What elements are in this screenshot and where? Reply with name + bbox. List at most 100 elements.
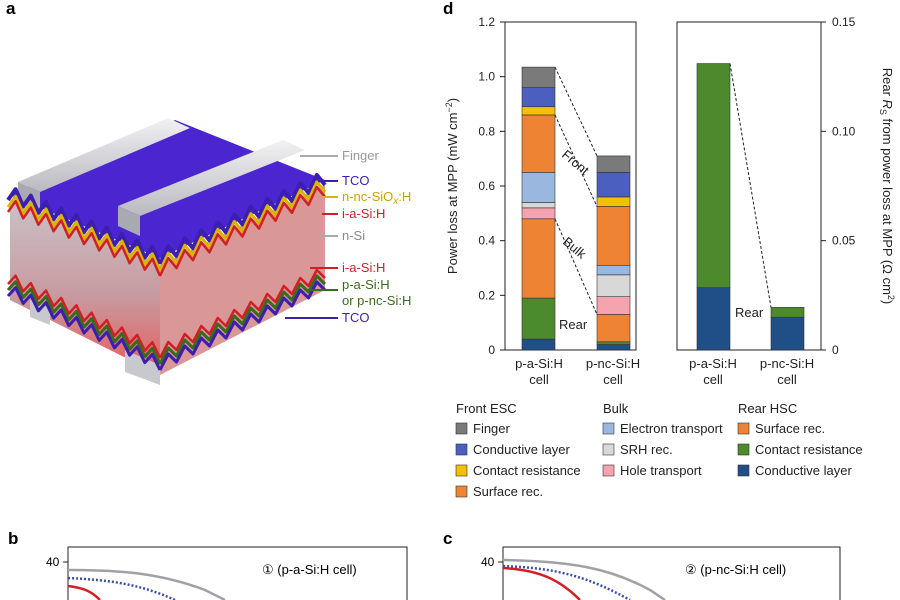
legend: Front ESC Bulk Rear HSC Finger Conductive… [455, 401, 863, 499]
label-n-nc-sioxh-x: x [392, 196, 399, 207]
bar-p-nc-segment-front_contact [596, 196, 631, 207]
panel-c-frame [502, 546, 841, 600]
label-n-nc-sioxh-1: n-nc-SiO [342, 189, 393, 204]
bar-p-a-segment-hole [521, 207, 556, 220]
label-tco-top: TCO [342, 173, 369, 188]
legend-swatch-hole [602, 464, 615, 477]
bar-p-a-segment-front_conductive [521, 87, 556, 108]
bar-p-a-segment-surface_rec [521, 114, 556, 173]
legend-label: Contact resistance [755, 442, 863, 457]
annotation-rear-left: Rear [559, 317, 588, 332]
plot-right-frame [676, 21, 822, 351]
tco-top-zigzag-front [6, 187, 162, 265]
panel-b-ytick-40: 40 [46, 555, 60, 569]
panel-c-ytick-40: 40 [481, 555, 495, 569]
legend-swatch-surface_rec [455, 485, 468, 498]
i-si-bottom-zigzag-front [7, 274, 162, 359]
panel-d-letter: d [443, 0, 453, 18]
annotation-rear-right: Rear [735, 305, 764, 320]
bar-p-a-segment-finger [521, 66, 556, 88]
legend-bulk-title: Bulk [603, 401, 629, 416]
left-tick-label: 0.2 [478, 288, 495, 302]
legend-swatch-front_contact [455, 464, 468, 477]
connector-dashed-line [554, 66, 598, 157]
label-i-a-sih-bottom: i-a-Si:H [342, 260, 385, 275]
p-si-zigzag-front [6, 280, 162, 365]
label-n-nc-sioxh-2: :H [398, 189, 411, 204]
bar-p-nc-segment-electron [596, 264, 631, 276]
annotation-bulk: Bulk [560, 234, 589, 262]
legend-swatch-rear_conductive [737, 464, 750, 477]
connector-dashed-line [554, 114, 598, 207]
bar-p-nc-segment-front_conductive [596, 172, 631, 198]
cat-left-pnc-2: cell [603, 372, 623, 387]
cat-left-pa: p-a-Si:H [515, 356, 563, 371]
tco-top-zigzag-side [158, 172, 327, 265]
panel-c-label: ② (p-nc-Si:H cell) [685, 562, 786, 577]
left-tick-label: 0.8 [478, 124, 495, 138]
bar-p-a-segment-surface_rec [521, 218, 556, 299]
legend-label: Hole transport [620, 463, 702, 478]
legend-swatch-finger [455, 422, 468, 435]
cat-right-pa: p-a-Si:H [689, 356, 737, 371]
panel-a: a Finger TCO n-nc-SiOx [6, 0, 411, 385]
label-or-p-nc-sih: or p-nc-Si:H [342, 293, 411, 308]
right-tick-label: 0.10 [832, 124, 856, 138]
label-n-si: n-Si [342, 228, 365, 243]
left-y-axis: 0 0.2 0.4 0.6 0.8 1.0 1.2 [478, 15, 505, 357]
bar-p-nc-segment-rear_conductive [596, 344, 631, 351]
bar-p-a-segment-rear_conductive [521, 338, 556, 351]
panel-b-gray-curve [67, 568, 226, 600]
legend-swatch-srh [602, 443, 615, 456]
right-y-axis: 0 0.05 0.10 0.15 [821, 15, 856, 357]
legend-swatch-electron [602, 422, 615, 435]
left-y-title-end: ) [445, 98, 460, 102]
label-tco-bottom: TCO [342, 310, 369, 325]
tco-bottom-zigzag-front [6, 286, 162, 371]
annotation-front: Front [559, 147, 592, 178]
cat-right-pnc: p-nc-Si:H [760, 356, 814, 371]
bar-p-nc-segment-surface_rec [596, 206, 631, 266]
left-tick-label: 1.2 [478, 15, 495, 29]
left-tick-label: 0.6 [478, 179, 495, 193]
connector-dashed-line [554, 218, 598, 315]
right-tick-label: 0.15 [832, 15, 856, 29]
front-finger-1 [18, 118, 190, 192]
panel-a-letter: a [6, 0, 16, 18]
rear-bar-p-a-segment-rear_conductive [696, 287, 731, 351]
bar-p-a-segment-srh [521, 202, 556, 209]
panel-c-letter: c [443, 529, 452, 548]
left-tick-label: 0.4 [478, 234, 495, 248]
right-tick-label: 0.05 [832, 234, 856, 248]
connector-dashed-line-rear [729, 63, 772, 308]
bar-p-a-segment-rear_contact [521, 297, 556, 340]
rear-finger-center [125, 350, 160, 385]
legend-front-title: Front ESC [456, 401, 517, 416]
legend-label: SRH rec. [620, 442, 673, 457]
bar-p-a-segment-front_contact [521, 106, 556, 116]
legend-label: Conductive layer [755, 463, 852, 478]
cat-right-pa-2: cell [703, 372, 723, 387]
label-n-nc-sioxh: n-nc-SiOx:H [342, 189, 411, 207]
panel-b-letter: b [8, 529, 18, 548]
legend-label: Surface rec. [473, 484, 543, 499]
panel-c-red-curve [502, 566, 581, 600]
left-tick-label: 1.0 [478, 70, 495, 84]
panel-b-label: ① (p-a-Si:H cell) [262, 562, 357, 577]
panel-b-blue-curve [67, 576, 176, 600]
label-finger: Finger [342, 148, 380, 163]
right-tick-label: 0 [832, 343, 839, 357]
leader-lines [285, 155, 338, 319]
sio-zigzag-side [158, 180, 327, 272]
legend-label: Electron transport [620, 421, 723, 436]
sio-zigzag-front [6, 194, 162, 272]
rear-bar-p-a-segment-rear_contact [696, 63, 731, 288]
rear-bar-p-nc-segment-rear_conductive [770, 316, 805, 351]
rear-bar-p-nc-segment-rear_contact [770, 307, 805, 318]
front-finger-2-side [118, 206, 140, 236]
tco-bottom-zigzag-side [158, 280, 327, 371]
bar-p-nc-segment-finger [596, 155, 631, 173]
i-si-top-zigzag-side [158, 185, 326, 277]
left-y-title-main: Power loss at MPP (mW cm [445, 113, 460, 275]
cat-left-pa-2: cell [529, 372, 549, 387]
